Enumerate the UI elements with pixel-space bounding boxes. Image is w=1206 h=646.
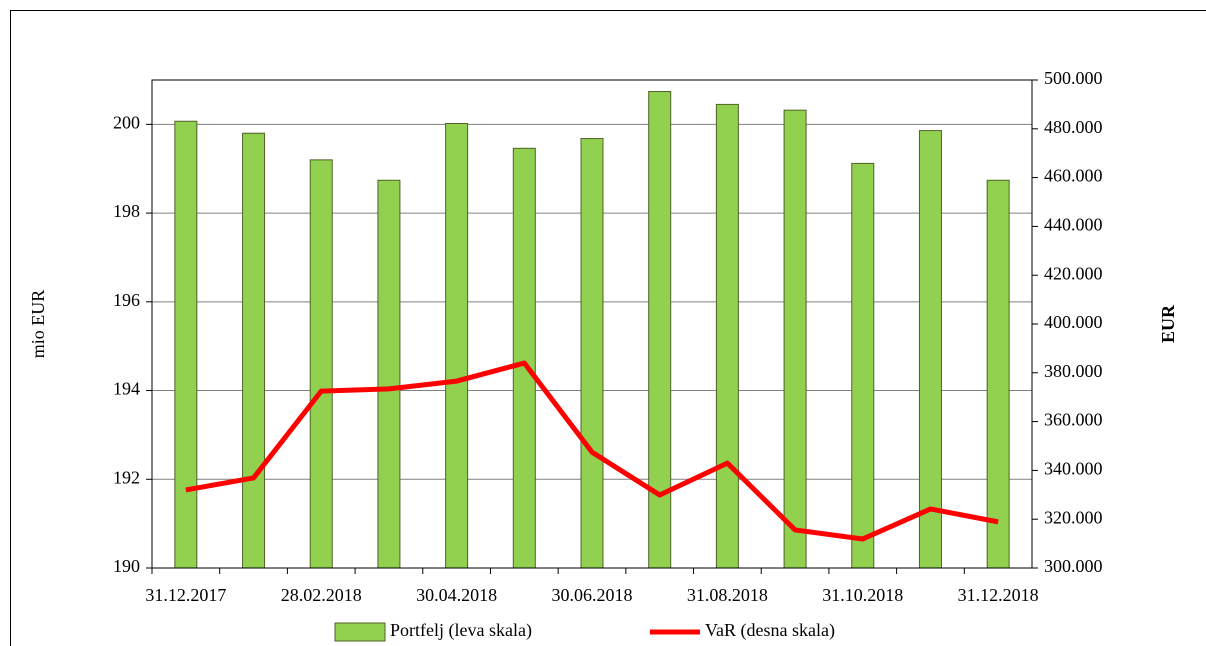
y-tick-label: 200 [113, 112, 140, 132]
x-tick-label: 30.04.2018 [416, 585, 497, 605]
line [185, 360, 999, 542]
frame [10, 10, 1206, 646]
y2-tick-label: 420.000 [1044, 263, 1103, 283]
y2-tick-label: 460.000 [1044, 166, 1103, 186]
y-tick-label: 194 [113, 379, 140, 399]
plot-border [151, 79, 1033, 569]
y2-tick-label: 300.000 [1044, 556, 1103, 576]
y-tick-label: 198 [113, 201, 140, 221]
bar [986, 179, 1010, 569]
y2-tick-label: 380.000 [1044, 361, 1103, 381]
bar [445, 122, 469, 569]
legend-label: Portfelj (leva skala) [390, 620, 532, 641]
y2-tick-label: 440.000 [1044, 215, 1103, 235]
x-tick-label: 31.10.2018 [822, 585, 903, 605]
legend-swatch [334, 622, 386, 642]
bar [851, 162, 875, 569]
bar [783, 109, 807, 569]
x-tick-label: 31.08.2018 [687, 585, 768, 605]
y2-tick-label: 500.000 [1044, 68, 1103, 88]
bar [377, 179, 401, 569]
legend-label: VaR (desna skala) [705, 620, 835, 641]
y-axis-title: mio EUR [28, 290, 48, 359]
y2-tick-label: 360.000 [1044, 410, 1103, 430]
y2-tick-label: 320.000 [1044, 507, 1103, 527]
x-tick-label: 31.12.2017 [145, 585, 226, 605]
y2-axis-title: EUR [1158, 304, 1178, 343]
x-tick-label: 30.06.2018 [552, 585, 633, 605]
y-tick-label: 190 [113, 556, 140, 576]
y2-tick-label: 340.000 [1044, 459, 1103, 479]
x-tick-label: 31.12.2018 [958, 585, 1039, 605]
bar [242, 132, 266, 569]
bar [174, 120, 198, 569]
y-tick-label: 196 [113, 290, 140, 310]
bar [580, 138, 604, 569]
bar [918, 130, 942, 569]
bar [309, 159, 333, 569]
bar [512, 147, 536, 569]
bar [715, 103, 739, 569]
y2-tick-label: 480.000 [1044, 117, 1103, 137]
y2-tick-label: 400.000 [1044, 312, 1103, 332]
y-tick-label: 192 [113, 467, 140, 487]
x-tick-label: 28.02.2018 [281, 585, 362, 605]
